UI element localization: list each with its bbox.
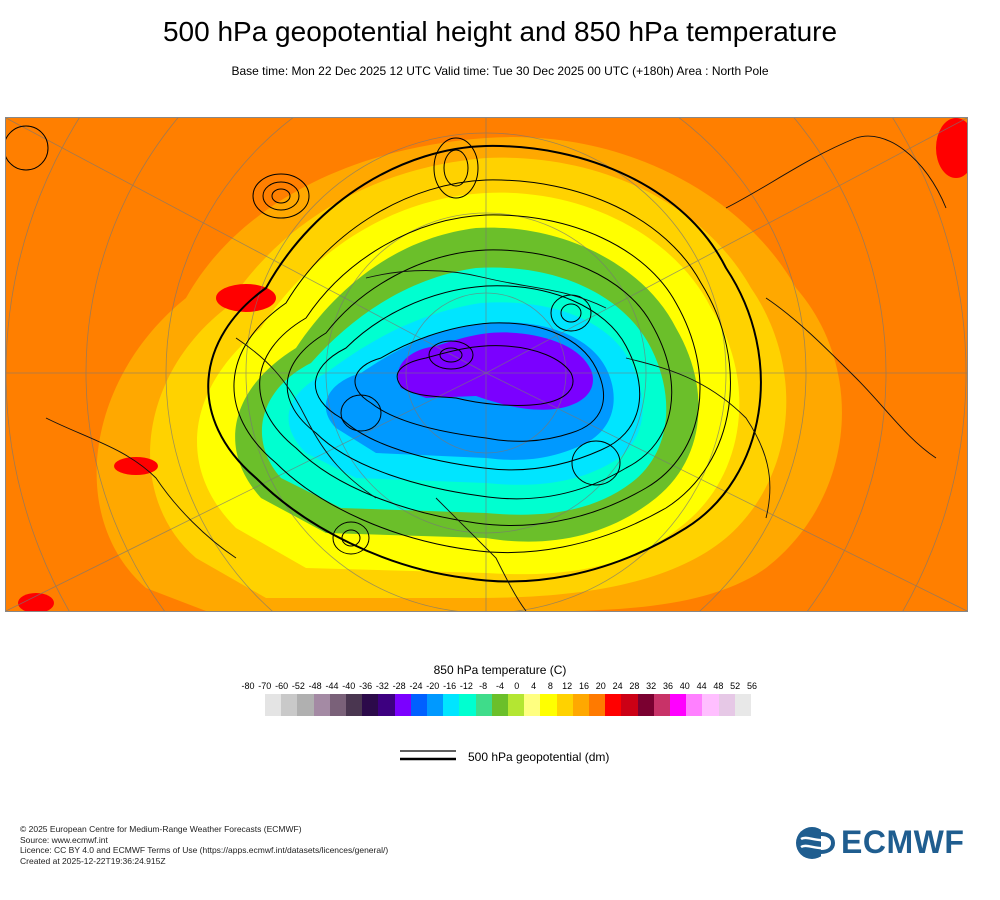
colorbar-swatch [670, 694, 687, 716]
colorbar-swatch [346, 694, 363, 716]
colorbar-tick-label: 40 [679, 681, 690, 691]
colorbar-tick-label: 8 [547, 681, 553, 691]
colorbar-tick-label: 56 [746, 681, 758, 691]
footer-created: Created at 2025-12-22T19:36:24.915Z [20, 855, 166, 866]
colorbar-swatch [491, 694, 509, 716]
contour-line-sample [400, 750, 456, 761]
colorbar-swatch [621, 694, 638, 716]
colorbar-swatch [605, 694, 622, 716]
footer-copyright: © 2025 European Centre for Medium-Range … [20, 824, 302, 834]
colorbar-tick-label: -28 [392, 681, 406, 691]
temperature-colorbar [265, 694, 752, 716]
colorbar-swatch [394, 694, 411, 716]
colorbar-swatch [589, 694, 606, 716]
colorbar-tick-label: 12 [562, 681, 573, 691]
colorbar-tick-label: -24 [409, 681, 423, 691]
colorbar-swatch [572, 694, 590, 716]
colorbar-swatch [734, 694, 752, 716]
colorbar-tick-label: 52 [730, 681, 741, 691]
colorbar-tick-label: 36 [662, 681, 674, 691]
colorbar-tick-label: 0 [514, 681, 520, 691]
colorbar-swatch [443, 694, 460, 716]
colorbar-tick-label: 4 [531, 681, 537, 691]
colorbar-tick-label: 44 [696, 681, 707, 691]
colorbar-tick-label: -70 [258, 681, 272, 691]
colorbar-swatch [637, 694, 654, 716]
colorbar-tick-label: -16 [443, 681, 457, 691]
colorbar-tick-label: -8 [479, 681, 488, 691]
colorbar-tick-label: 24 [612, 681, 623, 691]
colorbar-swatch [718, 694, 735, 716]
map-canvas [6, 118, 967, 611]
colorbar-swatch [378, 694, 395, 716]
colorbar-swatch [475, 694, 492, 716]
footer: © 2025 European Centre for Medium-Range … [20, 824, 388, 866]
colorbar-tick-label: -20 [426, 681, 440, 691]
ecmwf-logo-text: ECMWF [841, 824, 965, 860]
colorbar-tick-label: 32 [646, 681, 657, 691]
ecmwf-logo: ECMWF [795, 824, 985, 862]
colorbar-swatch [427, 694, 444, 716]
coastlines [45, 135, 947, 611]
colorbar-swatch [702, 694, 719, 716]
colorbar-tick-label: -12 [459, 681, 473, 691]
chart-title: 500 hPa geopotential height and 850 hPa … [162, 16, 838, 47]
colorbar-swatch [265, 694, 282, 716]
colorbar-tick-label: -4 [495, 681, 505, 691]
geopotential-contours [6, 125, 762, 583]
colorbar-tick-label: -60 [275, 681, 289, 691]
colorbar-tick-label: -40 [342, 681, 356, 691]
colorbar-swatch [297, 694, 314, 716]
colorbar-swatch [556, 694, 573, 716]
colorbar-tick-label: -52 [291, 681, 305, 691]
colorbar-tick-label: -48 [308, 681, 322, 691]
colorbar-swatch [524, 694, 541, 716]
colorbar-swatch [329, 694, 347, 716]
colorbar-swatch [686, 694, 703, 716]
colorbar-tick-label: -44 [325, 681, 339, 691]
colorbar-swatch [362, 694, 379, 716]
footer-source: Source: www.ecmwf.int [20, 834, 108, 845]
chart-subtitle: Base time: Mon 22 Dec 2025 12 UTC Valid … [231, 64, 769, 78]
colorbar-tick-label: -36 [359, 681, 373, 691]
colorbar-tick-label: 16 [578, 681, 590, 691]
colorbar-swatch [653, 694, 671, 716]
colorbar-swatch [459, 694, 476, 716]
colorbar-ticks: -80 -70 -60 -52 -48 -44 -40 -36 -32 -28 -24 -20 -16-… [0, 681, 1000, 693]
colorbar-tick-label: -32 [375, 681, 389, 691]
colorbar-tick-label: 48 [713, 681, 724, 691]
polar-map [5, 117, 968, 612]
colorbar-swatch [410, 694, 428, 716]
colorbar-swatch [281, 694, 298, 716]
ecmwf-logo-icon [796, 827, 837, 859]
legend-title: 850 hPa temperature (C) [433, 663, 567, 677]
colorbar-tick-label: -80 [241, 681, 255, 691]
colorbar-swatch [540, 694, 557, 716]
colorbar-swatch [508, 694, 525, 716]
colorbar-tick-label: 28 [629, 681, 640, 691]
colorbar-swatch [313, 694, 330, 716]
colorbar-tick-label: 20 [595, 681, 606, 691]
contour-legend-label: 500 hPa geopotential (dm) [468, 750, 610, 764]
footer-licence: Licence: CC BY 4.0 and ECMWF Terms of Us… [20, 845, 389, 855]
